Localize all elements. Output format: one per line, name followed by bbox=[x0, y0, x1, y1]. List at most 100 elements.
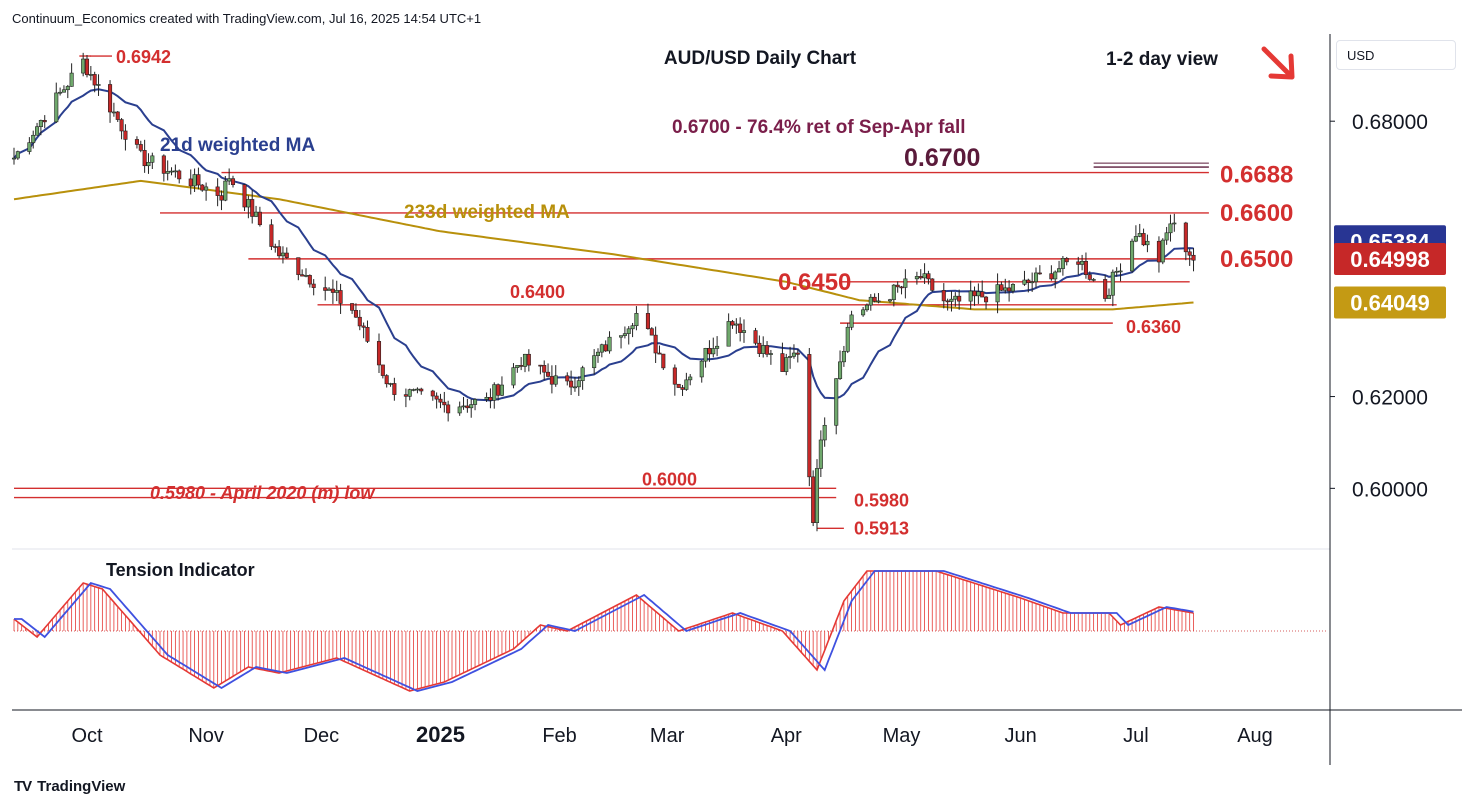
candle-body bbox=[173, 170, 178, 173]
candle-body bbox=[1049, 273, 1054, 280]
candle-body bbox=[257, 211, 262, 226]
candle-body bbox=[284, 252, 289, 258]
candle-body bbox=[388, 383, 393, 385]
candle bbox=[488, 388, 493, 409]
candle-body bbox=[457, 406, 462, 414]
candle bbox=[81, 52, 86, 77]
candle-body bbox=[430, 390, 435, 397]
candle-body bbox=[795, 352, 800, 355]
candle bbox=[334, 280, 339, 302]
candle-body bbox=[784, 357, 789, 372]
indicator-line bbox=[13, 570, 1194, 692]
candle bbox=[680, 384, 685, 396]
candle bbox=[242, 184, 247, 212]
candle bbox=[200, 184, 205, 192]
candle bbox=[303, 268, 309, 278]
candle-body bbox=[649, 328, 654, 336]
level-label-6450: 0.6450 bbox=[778, 269, 851, 296]
candle bbox=[715, 336, 720, 357]
candle-body bbox=[549, 376, 554, 385]
candle-body bbox=[519, 365, 524, 367]
candle bbox=[223, 176, 228, 202]
candle bbox=[834, 378, 839, 435]
candle bbox=[1060, 256, 1065, 276]
candle bbox=[69, 63, 74, 87]
candle-body bbox=[227, 178, 232, 182]
candle bbox=[407, 388, 412, 401]
candle bbox=[761, 336, 766, 358]
candle bbox=[353, 303, 358, 318]
candle-body bbox=[473, 399, 478, 405]
candle-body bbox=[403, 394, 408, 397]
candle bbox=[15, 150, 20, 160]
candle-body bbox=[1022, 279, 1027, 285]
candle-body bbox=[780, 353, 785, 372]
candle bbox=[676, 383, 681, 388]
candle bbox=[703, 347, 708, 368]
candle bbox=[177, 169, 182, 184]
candle-body bbox=[838, 361, 843, 379]
candle-body bbox=[446, 404, 451, 414]
candle bbox=[296, 257, 301, 281]
candle bbox=[1010, 283, 1015, 294]
x-tick-label: Aug bbox=[1237, 725, 1273, 747]
candle-body bbox=[1106, 294, 1112, 299]
candle bbox=[569, 370, 574, 396]
candle bbox=[872, 293, 877, 303]
candle bbox=[1114, 267, 1119, 277]
chart-grid bbox=[12, 34, 1462, 765]
candle-body bbox=[1183, 222, 1188, 253]
candle-body bbox=[595, 351, 601, 356]
candle-body bbox=[38, 120, 43, 127]
candle bbox=[227, 168, 232, 186]
candle bbox=[649, 327, 654, 336]
candle bbox=[1037, 265, 1042, 275]
candle-body bbox=[592, 355, 597, 369]
candle bbox=[519, 357, 524, 371]
price-badge-bg bbox=[1334, 242, 1446, 275]
candle bbox=[622, 326, 627, 339]
candle bbox=[1049, 265, 1054, 281]
candle bbox=[330, 279, 335, 304]
down-arrow-icon bbox=[1261, 46, 1295, 80]
candle-body bbox=[58, 91, 63, 94]
candle bbox=[61, 85, 66, 93]
candle bbox=[108, 80, 113, 123]
candle bbox=[357, 309, 362, 331]
candle-body bbox=[845, 326, 850, 352]
candle-body bbox=[353, 310, 358, 318]
candle bbox=[484, 392, 489, 402]
candle-body bbox=[1064, 258, 1069, 263]
candle bbox=[123, 124, 128, 151]
candle bbox=[269, 219, 274, 251]
candle-body bbox=[768, 353, 773, 355]
candle-body bbox=[115, 111, 120, 120]
currency-selector[interactable]: USD bbox=[1336, 40, 1456, 70]
candle-body bbox=[42, 120, 47, 123]
candle bbox=[442, 391, 447, 413]
candle-body bbox=[872, 296, 877, 302]
candle-body bbox=[580, 367, 585, 381]
candle bbox=[619, 335, 624, 349]
candle bbox=[92, 71, 97, 93]
candle-body bbox=[134, 139, 139, 145]
candle-body bbox=[492, 384, 497, 401]
candle bbox=[111, 102, 116, 117]
candle-body bbox=[715, 345, 720, 349]
candle bbox=[626, 326, 631, 345]
candle-body bbox=[138, 144, 143, 151]
tradingview-name: TradingView bbox=[37, 778, 126, 795]
candle bbox=[734, 318, 739, 334]
x-tick-label: 2025 bbox=[416, 722, 465, 747]
candle bbox=[138, 140, 143, 153]
tradingview-brand[interactable]: TV TradingView bbox=[14, 778, 125, 795]
candle bbox=[876, 293, 881, 304]
candle bbox=[1145, 234, 1150, 253]
candle bbox=[280, 246, 285, 264]
indicator-signal-line bbox=[14, 570, 1194, 692]
candle-body bbox=[254, 211, 259, 217]
candle bbox=[54, 82, 59, 124]
candle bbox=[868, 294, 873, 311]
candle bbox=[215, 178, 220, 207]
